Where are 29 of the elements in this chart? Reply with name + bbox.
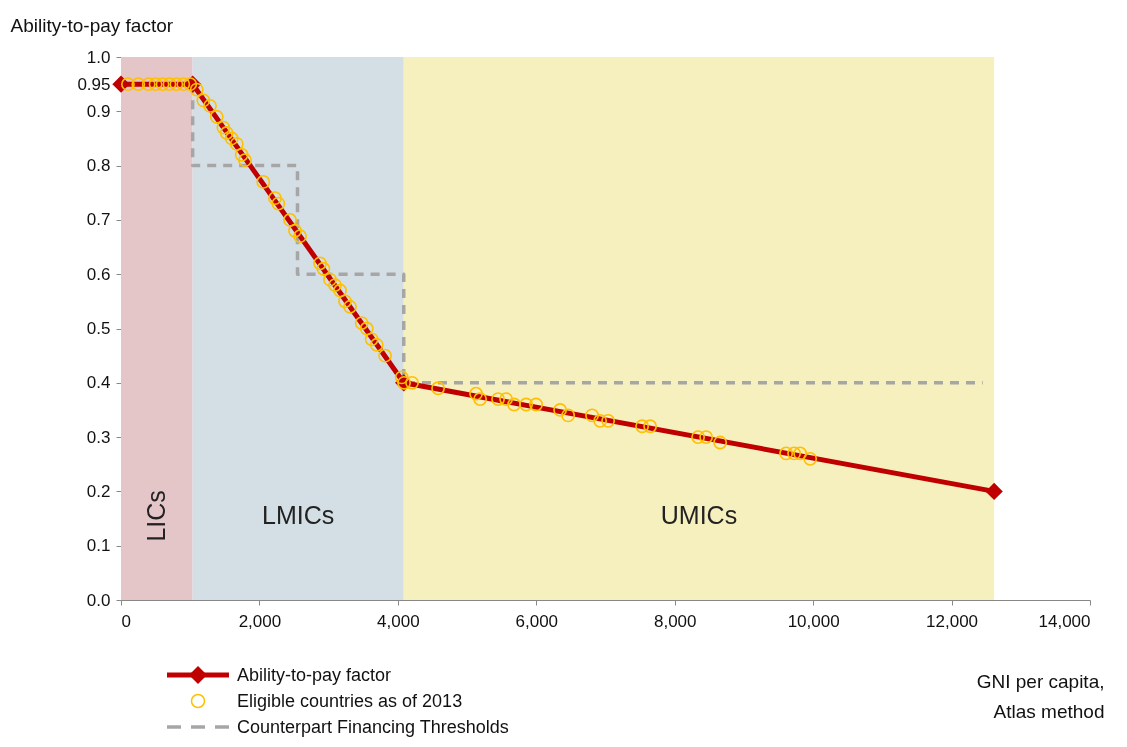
y-tick-label: 0.7 — [86, 210, 111, 230]
y-axis-title: Ability-to-pay factor — [10, 14, 174, 36]
x-tick-label: 14,000 — [1038, 611, 1091, 631]
point — [985, 482, 1003, 501]
band-label: LMICs — [262, 500, 335, 529]
y-tick-label: 0.1 — [86, 536, 111, 556]
band-label: UMICs — [660, 500, 738, 529]
legend-label: Eligible countries as of 2013 — [237, 690, 463, 712]
x-tick-label: 12,000 — [926, 611, 979, 631]
x-tick-label: 10,000 — [787, 611, 840, 631]
x-tick-label: 6,000 — [515, 611, 559, 631]
x-tick-label: 4,000 — [377, 611, 420, 631]
y-tick-label: 0.9 — [86, 101, 111, 121]
y-tick-label: 0.4 — [86, 373, 111, 393]
x-axis-title: GNI per capita, Atlas method — [976, 670, 1105, 722]
y-tick-label: 0.8 — [86, 156, 111, 176]
legend-label: Ability-to-pay factor — [237, 664, 392, 686]
x-tick-label: 8,000 — [653, 611, 697, 631]
x-tick-label: 0 — [121, 611, 131, 631]
y-tick-label: 0.0 — [86, 590, 111, 610]
y-tick-label: 0.2 — [86, 481, 111, 501]
y-tick-label: 0.6 — [86, 264, 111, 284]
y-tick-label: 0.5 — [86, 319, 111, 338]
y-tick-label: 0.95 — [77, 74, 111, 94]
band-label: LICs — [141, 490, 170, 542]
legend-label: Counterpart Financing Thresholds — [237, 716, 509, 738]
y-tick-label: 0.3 — [86, 427, 111, 447]
y-tick-label: 1.0 — [86, 47, 111, 67]
x-tick-label: 2,000 — [238, 611, 282, 631]
